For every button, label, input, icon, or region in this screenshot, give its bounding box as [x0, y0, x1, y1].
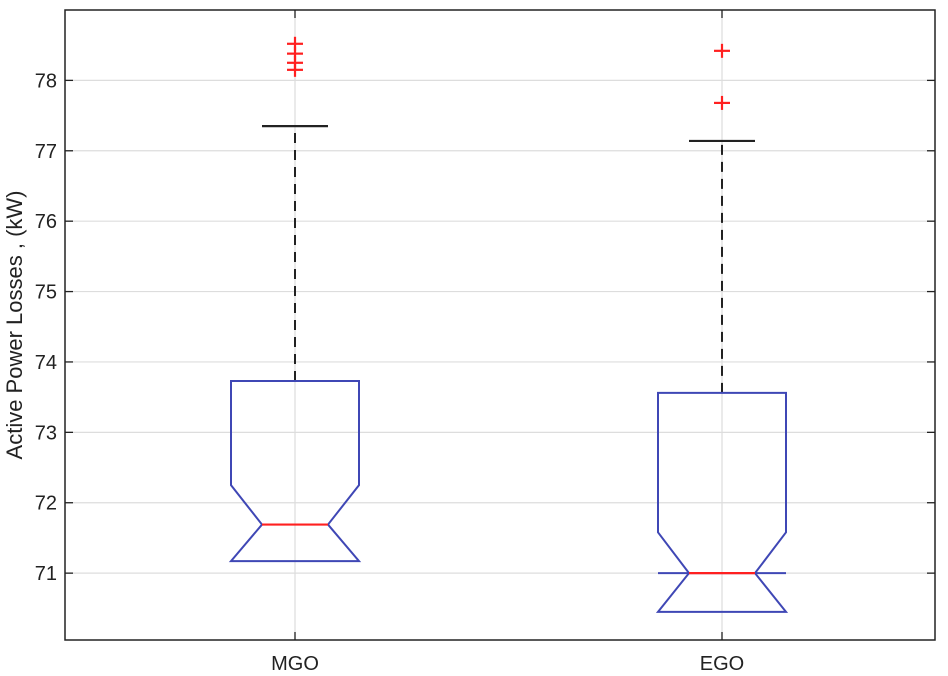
outlier-point [714, 95, 730, 110]
outlier-point [287, 36, 303, 51]
y-axis-label: Active Power Losses , (kW) [2, 191, 27, 460]
box-ego [655, 43, 789, 613]
y-tick-label: 72 [35, 493, 57, 515]
box-plots [228, 36, 789, 613]
outlier-point [714, 43, 730, 58]
y-tick-label: 77 [35, 141, 57, 163]
y-tick-label: 74 [35, 352, 57, 374]
y-tick-label: 76 [35, 211, 57, 233]
y-tick-label: 75 [35, 282, 57, 304]
box-body [228, 379, 362, 563]
y-tick-label: 78 [35, 70, 57, 92]
plot-frame [64, 9, 936, 641]
y-tick-labels: 71 72 73 74 75 76 77 78 [35, 70, 57, 585]
tick-marks [65, 10, 935, 640]
grid-lines [65, 10, 935, 640]
box-mgo [228, 36, 362, 563]
y-tick-label: 73 [35, 422, 57, 444]
x-tick-label-ego: EGO [700, 653, 744, 675]
y-tick-label: 71 [35, 563, 57, 585]
x-tick-labels: MGO EGO [271, 653, 744, 675]
box-body [655, 391, 789, 613]
x-tick-label-mgo: MGO [271, 653, 319, 675]
